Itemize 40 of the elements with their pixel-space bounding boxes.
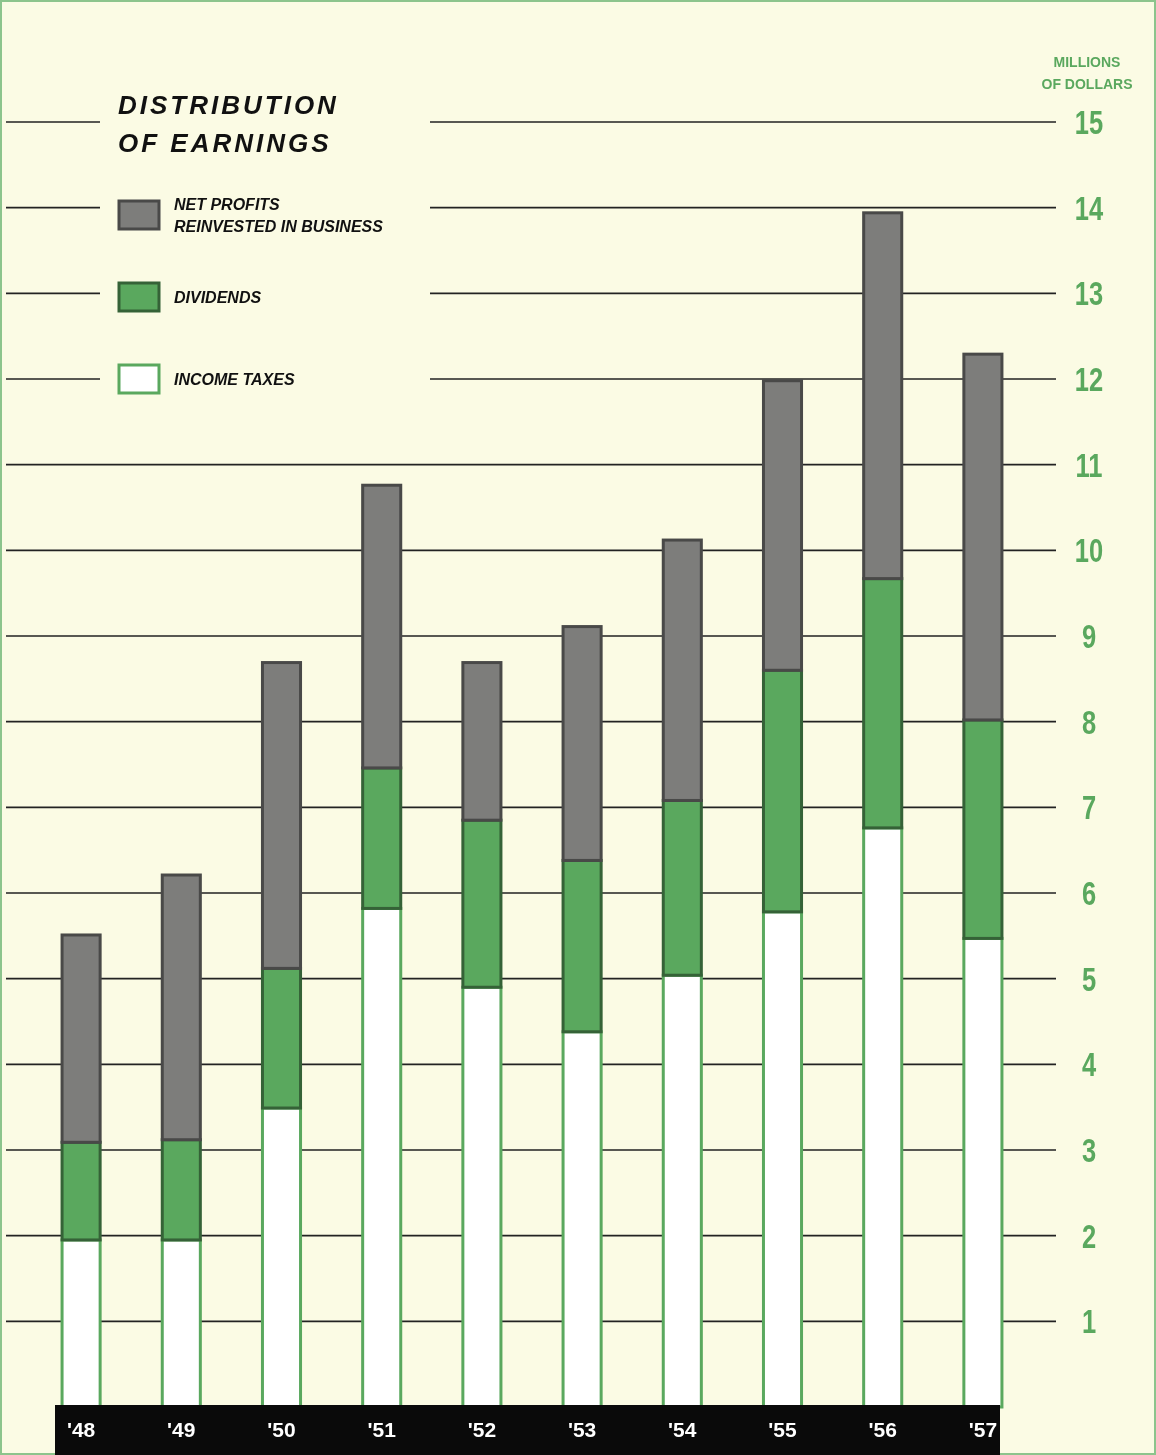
x-tick-label: '52 xyxy=(467,1418,497,1442)
bar xyxy=(160,873,202,1142)
y-tick-label: 3 xyxy=(1081,1131,1097,1169)
x-tick-label: '54 xyxy=(668,1418,697,1442)
y-tick-label: 7 xyxy=(1081,788,1097,827)
bar xyxy=(260,661,303,970)
bar xyxy=(361,483,403,770)
y-tick-label: 4 xyxy=(1081,1045,1097,1084)
y-tick-label: 8 xyxy=(1081,703,1097,741)
x-tick-label: '53 xyxy=(567,1418,597,1442)
x-tick-label: '57 xyxy=(968,1418,998,1442)
x-tick-label: '49 xyxy=(167,1418,196,1442)
x-tick-label: '51 xyxy=(367,1418,397,1442)
legend-label: NET PROFITS REINVESTED IN BUSINESS xyxy=(174,195,384,235)
legend-label: DIVIDENDS xyxy=(174,288,262,306)
bar xyxy=(761,379,804,672)
y-tick-label: 9 xyxy=(1081,617,1097,655)
x-tick-label: '50 xyxy=(267,1418,296,1442)
y-tick-label: 2 xyxy=(1081,1217,1097,1255)
bar xyxy=(661,538,703,802)
y-tick-label: 11 xyxy=(1075,446,1103,484)
legend-label: INCOME TAXES xyxy=(174,370,295,388)
bar xyxy=(60,933,102,1144)
bar xyxy=(862,211,904,581)
y-tick-label: 6 xyxy=(1081,874,1097,912)
y-tick-label: 12 xyxy=(1074,360,1104,398)
bar xyxy=(962,352,1004,722)
y-axis-title: MILLIONS OF DOLLARS xyxy=(1041,54,1133,92)
x-tick-label: '55 xyxy=(768,1418,797,1442)
x-tick-label: '48 xyxy=(66,1418,96,1442)
chart-title: DISTRIBUTION OF EARNINGS xyxy=(118,90,339,158)
y-tick-label: 15 xyxy=(1074,103,1104,141)
bar xyxy=(561,625,603,862)
y-tick-label: 1 xyxy=(1081,1302,1097,1341)
y-tick-label: 5 xyxy=(1081,960,1097,998)
x-tick-label: '56 xyxy=(868,1418,897,1442)
y-tick-label: 10 xyxy=(1074,531,1104,570)
bar xyxy=(461,661,503,822)
y-tick-label: 13 xyxy=(1074,274,1104,313)
y-tick-label: 14 xyxy=(1074,189,1104,227)
